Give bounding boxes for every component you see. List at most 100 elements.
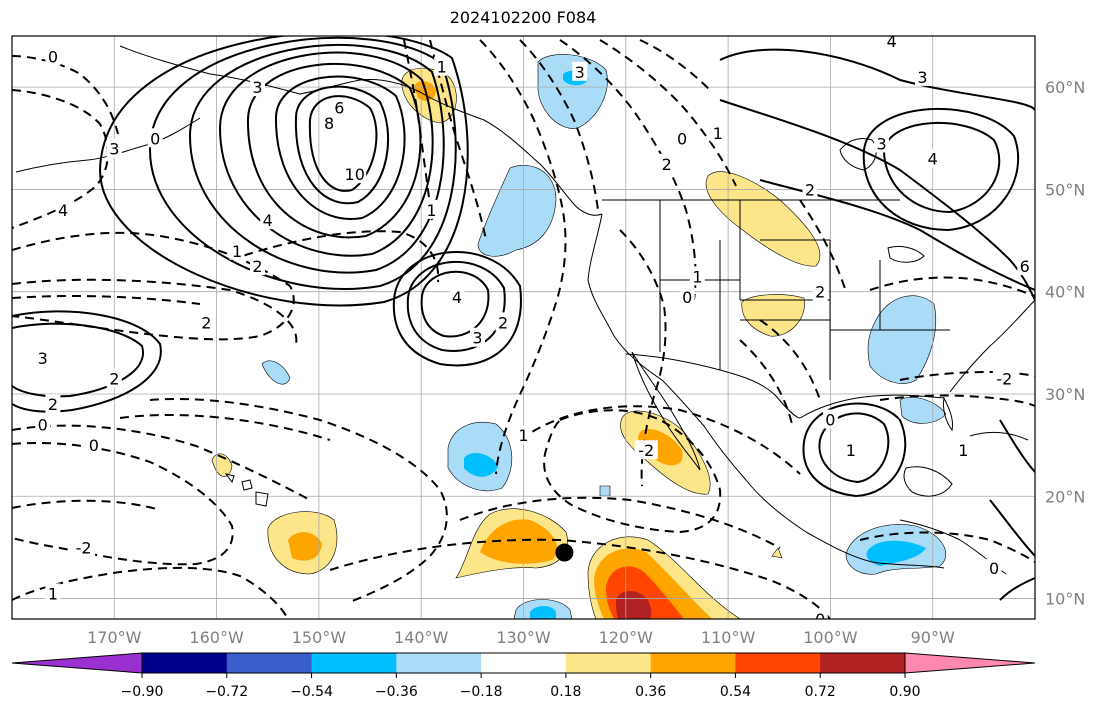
- positive-contour-7: [148, 36, 457, 290]
- contour-label-bg: [469, 327, 485, 347]
- positive-contour-ne-1: [882, 121, 1001, 214]
- contour-label: 3: [109, 140, 119, 159]
- shade-south-plains-positive: [741, 294, 805, 337]
- lat-tick-label: 30°N: [1045, 385, 1085, 404]
- shade-south-negative-core: [530, 606, 556, 619]
- positive-contour-4: [246, 62, 422, 239]
- contour-label-bg: [147, 128, 163, 148]
- contour-label-bg: [914, 66, 930, 86]
- contour-label: 8: [324, 114, 334, 133]
- colorbar-under-arrow: [11, 652, 143, 674]
- contour-label: 1: [232, 242, 242, 261]
- negative-contour-6: [12, 441, 234, 566]
- colorbar-tick-label: 0.18: [550, 684, 581, 700]
- positive-contour-gulf-1: [818, 412, 890, 484]
- graticule: [12, 36, 1035, 619]
- negative-contour-27: [879, 394, 1035, 407]
- contour-label: 1: [846, 441, 856, 460]
- negative-contour-29: [859, 531, 1035, 563]
- contour-label: -2: [76, 538, 92, 557]
- shade-tiny-positive: [771, 547, 783, 559]
- contour-label: 1: [426, 201, 436, 220]
- contour-label-bg: [106, 138, 122, 158]
- shade-plains-positive: [705, 171, 821, 267]
- contour-label-bg: [812, 281, 828, 301]
- lat-tick-label: 50°N: [1045, 180, 1085, 199]
- positive-contour-se: [989, 419, 1035, 557]
- contour-label-bg: [874, 133, 890, 153]
- contour-lines-negative: [12, 39, 1035, 619]
- latitude-ticks: 60°N 50°N 40°N 30°N 20°N 10°N: [1045, 78, 1085, 608]
- contour-label: 3: [876, 134, 886, 153]
- contour-label-bg: [250, 77, 266, 97]
- contour-label: 1: [518, 426, 528, 445]
- negative-contour-4: [12, 278, 298, 345]
- negative-contour-3: [12, 231, 295, 341]
- contour-label-bg: [843, 440, 859, 460]
- contour-label-bg: [331, 97, 347, 117]
- contour-label-bg: [198, 312, 214, 332]
- negative-contour-26: [899, 370, 1035, 381]
- lon-tick-label: 140°W: [394, 628, 449, 647]
- contour-label: 4: [928, 150, 938, 169]
- contour-label: 0: [677, 129, 687, 148]
- contour-label: 0: [48, 47, 58, 66]
- cuba: [969, 432, 1029, 441]
- contour-label-bg: [986, 557, 1002, 577]
- contour-label: 2: [498, 313, 508, 332]
- contour-label-bg: [884, 36, 900, 51]
- contour-label: 3: [917, 68, 927, 87]
- contour-label: 4: [58, 201, 68, 220]
- lon-tick-label: 100°W: [803, 628, 858, 647]
- contour-label: 3: [38, 349, 48, 368]
- contour-label: 2: [662, 155, 672, 174]
- negative-contour-23: [329, 538, 831, 619]
- contour-label: 2: [805, 180, 815, 199]
- negative-contour-30: [799, 199, 847, 293]
- colorbar: [11, 652, 1036, 674]
- positive-contour-low-3: [392, 251, 522, 367]
- contour-label-bg: [86, 435, 102, 455]
- colorbar-segment: [311, 653, 397, 673]
- contour-label-bg: [229, 240, 245, 260]
- contour-label: 10: [345, 165, 365, 184]
- contour-label: 2: [815, 283, 825, 302]
- contour-label-bg: [250, 256, 266, 276]
- florida: [943, 396, 953, 432]
- negative-contour-1: [12, 55, 119, 135]
- contour-label-bg: [45, 394, 61, 414]
- negative-contour-12: [403, 39, 433, 221]
- negative-contour-25: [739, 319, 821, 425]
- contour-label: 0: [815, 610, 825, 629]
- contour-label-bg: [45, 46, 61, 66]
- colorbar-segment: [820, 653, 906, 673]
- shade-east-pacific-positive-core: [480, 519, 558, 564]
- lon-tick-label: 120°W: [599, 628, 654, 647]
- negative-contour-16: [559, 39, 697, 301]
- colorbar-segment: [650, 653, 736, 673]
- shade-bc-negative: [477, 165, 557, 257]
- colorbar-segment: [735, 653, 821, 673]
- shade-baja-positive-core: [637, 429, 683, 466]
- contour-label: 4: [263, 211, 273, 230]
- lon-tick-label: 110°W: [701, 628, 756, 647]
- colorbar-tick-label: −0.90: [121, 684, 164, 700]
- shade-tiny-negative: [599, 485, 611, 497]
- contour-label: 0: [989, 559, 999, 578]
- contour-label-bg: [812, 609, 828, 619]
- west-coast: [587, 213, 945, 569]
- contour-label: -2: [996, 370, 1012, 389]
- hawaii-2: [255, 491, 269, 507]
- colorbar-segment: [481, 653, 567, 673]
- negative-contour-2: [12, 89, 109, 229]
- contour-label: 4: [452, 288, 462, 307]
- colorbar-segment: [226, 653, 313, 673]
- contour-label-bg: [710, 123, 726, 143]
- contour-label-bg: [516, 424, 531, 444]
- contour-label: 3: [472, 329, 482, 348]
- positive-contour-ne-2: [862, 107, 1020, 232]
- hawaii-3: [224, 473, 235, 484]
- negative-contour-9: [149, 398, 448, 603]
- contour-label: 0: [825, 411, 835, 430]
